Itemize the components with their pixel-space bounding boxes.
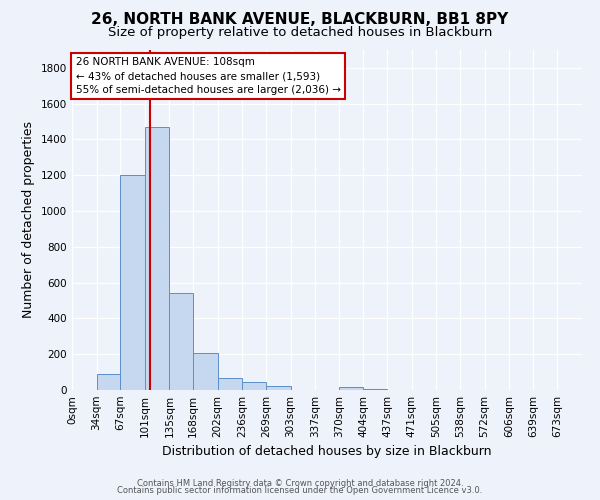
Bar — [97, 374, 121, 390]
Text: Contains public sector information licensed under the Open Government Licence v3: Contains public sector information licen… — [118, 486, 482, 495]
Bar — [145, 127, 169, 390]
Bar — [242, 382, 266, 390]
Text: Contains HM Land Registry data © Crown copyright and database right 2024.: Contains HM Land Registry data © Crown c… — [137, 478, 463, 488]
Text: 26, NORTH BANK AVENUE, BLACKBURN, BB1 8PY: 26, NORTH BANK AVENUE, BLACKBURN, BB1 8P… — [91, 12, 509, 28]
Bar — [169, 294, 193, 390]
Bar — [218, 378, 242, 390]
X-axis label: Distribution of detached houses by size in Blackburn: Distribution of detached houses by size … — [162, 446, 492, 458]
Text: 26 NORTH BANK AVENUE: 108sqm
← 43% of detached houses are smaller (1,593)
55% of: 26 NORTH BANK AVENUE: 108sqm ← 43% of de… — [76, 57, 341, 95]
Bar — [339, 388, 364, 390]
Bar — [266, 386, 290, 390]
Bar — [193, 354, 218, 390]
Bar — [121, 176, 145, 390]
Bar — [364, 389, 387, 390]
Text: Size of property relative to detached houses in Blackburn: Size of property relative to detached ho… — [108, 26, 492, 39]
Y-axis label: Number of detached properties: Number of detached properties — [22, 122, 35, 318]
